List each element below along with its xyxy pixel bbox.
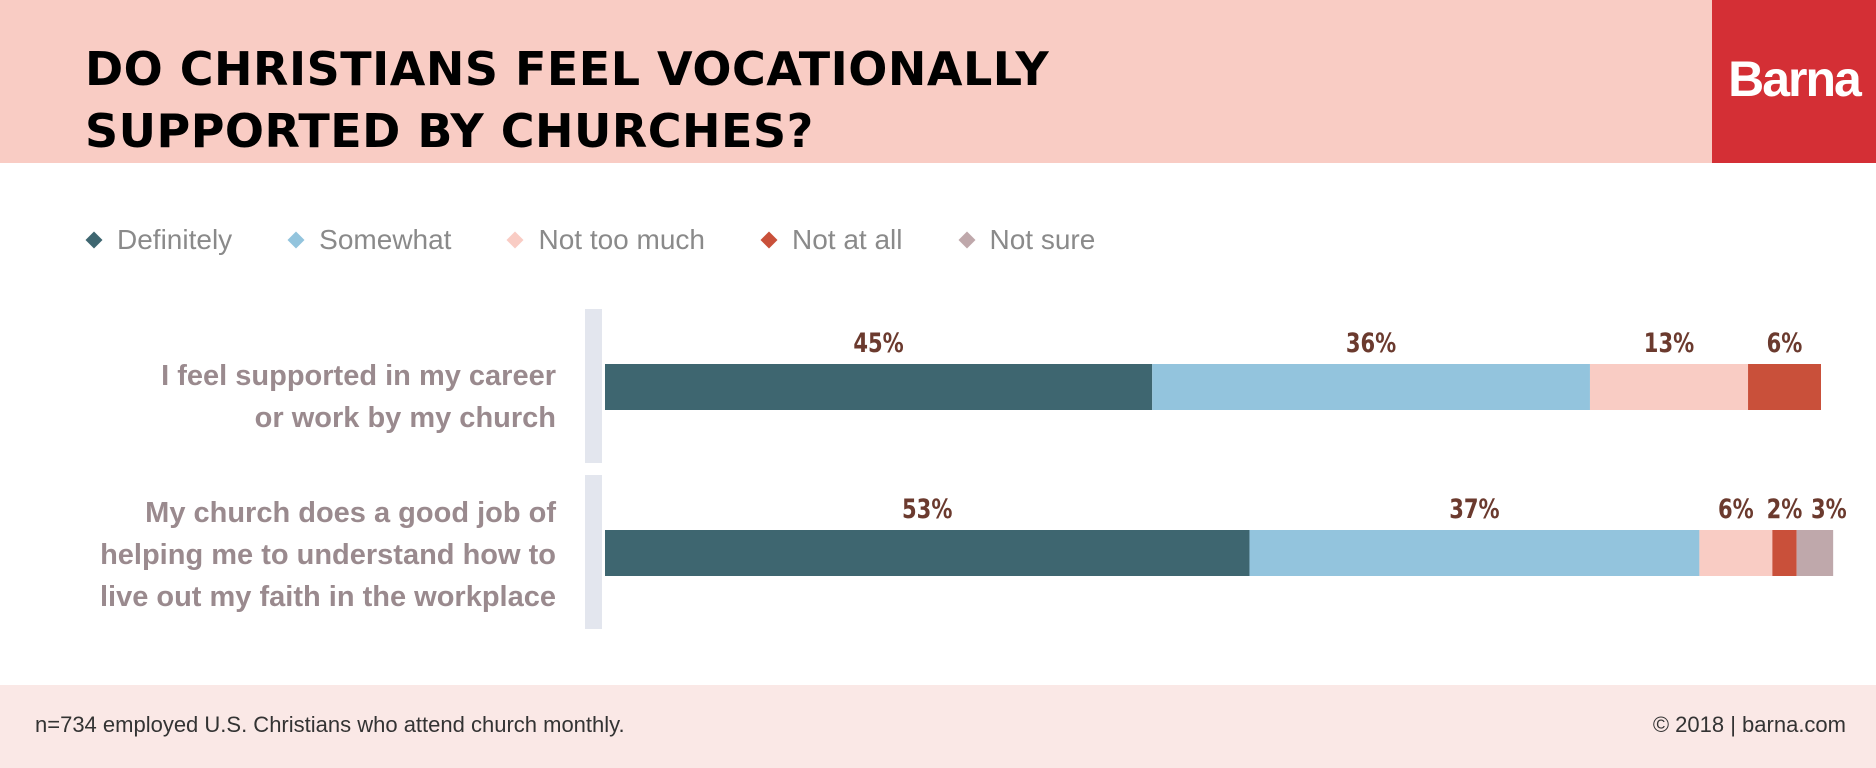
legend-item-not-at-all: Not at all <box>760 224 903 256</box>
category-label-line: helping me to understand how to <box>100 539 556 571</box>
legend: Definitely Somewhat Not too much Not at all… <box>85 220 1153 260</box>
data-label: 2% <box>1767 493 1803 524</box>
data-label: 6% <box>1767 327 1803 358</box>
sample-note: n=734 employed U.S. Christians who atten… <box>35 712 625 737</box>
legend-item-somewhat: Somewhat <box>287 224 452 256</box>
header-banner: DO CHRISTIANS FEEL VOCATIONALLY SUPPORTE… <box>0 0 1876 163</box>
chart-title: DO CHRISTIANS FEEL VOCATIONALLY SUPPORTE… <box>85 42 1050 158</box>
bar-segment-definitely-row-1 <box>605 364 1153 410</box>
bar-segment-somewhat-row-1 <box>1152 364 1590 410</box>
axis-divider <box>585 309 602 463</box>
data-label: 13% <box>1644 327 1694 358</box>
category-label-2: My church does a good job of helping me t… <box>36 492 556 618</box>
bar-segment-not-too-much-row-1 <box>1589 364 1749 410</box>
barna-logo: Barna <box>1712 0 1876 163</box>
legend-item-not-too-much: Not too much <box>506 224 705 256</box>
data-label: 3% <box>1811 493 1847 524</box>
bar-segment-not-at-all-row-1 <box>1748 364 1821 410</box>
legend-item-definitely: Definitely <box>85 224 233 256</box>
category-label-line: My church does a good job of <box>145 497 556 529</box>
category-label-1: I feel supported in my career or work by … <box>36 355 556 439</box>
category-label-line: live out my faith in the workplace <box>99 581 556 613</box>
copyright-credit: © 2018 | barna.com <box>1652 712 1846 737</box>
legend-item-not-sure: Not sure <box>958 224 1096 256</box>
legend-label: Not sure <box>989 224 1096 255</box>
data-label: 36% <box>1346 327 1396 358</box>
bar-segment-somewhat-row-2 <box>1249 530 1700 576</box>
bar-segment-not-sure-row-2 <box>1796 530 1834 576</box>
data-label: 53% <box>902 493 952 524</box>
data-label: 45% <box>853 327 903 358</box>
bar-segment-definitely-row-2 <box>605 530 1250 576</box>
footer: n=734 employed U.S. Christians who atten… <box>0 685 1876 768</box>
data-label: 37% <box>1449 493 1499 524</box>
legend-label: Somewhat <box>319 224 452 255</box>
bar-segment-not-at-all-row-2 <box>1772 530 1797 576</box>
bar-segment-not-too-much-row-2 <box>1699 530 1773 576</box>
category-label-line: or work by my church <box>254 402 556 434</box>
legend-label: Not at all <box>792 224 903 255</box>
data-label: 6% <box>1718 493 1754 524</box>
logo-text: Barna <box>1728 50 1862 107</box>
category-label-line: I feel supported in my career <box>161 360 556 392</box>
axis-divider <box>585 475 602 629</box>
legend-label: Not too much <box>538 224 705 255</box>
legend-label: Definitely <box>117 224 233 255</box>
